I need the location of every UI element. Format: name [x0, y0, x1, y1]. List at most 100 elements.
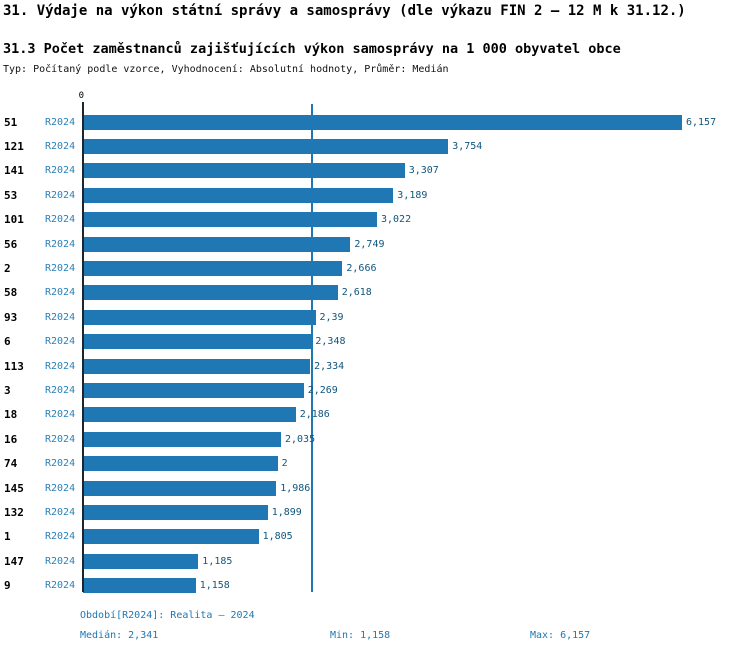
bar — [83, 431, 281, 447]
median-line — [310, 104, 313, 592]
series-label: R2024 — [45, 116, 76, 128]
bar — [83, 163, 405, 179]
chart-row: 51 R2024 6,157 — [0, 110, 750, 134]
bar — [83, 382, 304, 398]
chart-row: 3 R2024 2,269 — [0, 378, 750, 402]
chart-row: 1 R2024 1,805 — [0, 525, 750, 549]
series-label: R2024 — [45, 482, 76, 494]
footer-max: Max: 6,157 — [530, 630, 591, 641]
category-label: 51 — [4, 115, 18, 129]
value-label: 2 — [281, 458, 288, 470]
chart-meta: Typ: Počítaný podle vzorce, Vyhodnocení:… — [3, 64, 449, 75]
value-label: 2,186 — [299, 409, 330, 421]
value-label: 2,618 — [341, 287, 372, 299]
value-label: 1,158 — [199, 580, 230, 592]
bar-chart-rows: 51 R2024 6,157 121 R2024 3,754 141 R2024 3,307 53… — [0, 110, 750, 598]
bar — [83, 139, 449, 155]
bar — [83, 285, 338, 301]
chart-row: 141 R2024 3,307 — [0, 159, 750, 183]
value-label: 2,269 — [307, 384, 338, 396]
value-label: 6,157 — [686, 116, 717, 128]
bar — [83, 114, 682, 130]
series-label: R2024 — [45, 238, 76, 250]
bar — [83, 456, 278, 472]
x-axis-zero-label: 0 — [78, 91, 84, 101]
category-label: 93 — [4, 310, 18, 324]
value-label: 2,39 — [319, 311, 344, 323]
bar — [83, 212, 377, 228]
category-label: 53 — [4, 188, 18, 202]
series-label: R2024 — [45, 287, 76, 299]
category-label: 3 — [4, 383, 11, 397]
chart-row: 6 R2024 2,348 — [0, 330, 750, 354]
category-label: 113 — [4, 359, 24, 373]
chart-row: 2 R2024 2,666 — [0, 256, 750, 280]
value-label: 3,754 — [452, 141, 483, 153]
series-label: R2024 — [45, 433, 76, 445]
series-label: R2024 — [45, 336, 76, 348]
series-label: R2024 — [45, 189, 76, 201]
bar — [83, 407, 296, 423]
chart-row: 74 R2024 2 — [0, 451, 750, 475]
value-label: 1,805 — [262, 531, 293, 543]
value-label: 3,189 — [397, 189, 428, 201]
series-label: R2024 — [45, 506, 76, 518]
category-label: 56 — [4, 237, 18, 251]
category-label: 18 — [4, 408, 18, 422]
value-label: 2,749 — [354, 238, 385, 250]
series-label: R2024 — [45, 531, 76, 543]
category-label: 16 — [4, 432, 18, 446]
value-label: 1,185 — [202, 555, 233, 567]
chart-row: 16 R2024 2,035 — [0, 427, 750, 451]
series-label: R2024 — [45, 580, 76, 592]
chart-row: 9 R2024 1,158 — [0, 573, 750, 597]
chart-row: 53 R2024 3,189 — [0, 183, 750, 207]
chart-row: 147 R2024 1,185 — [0, 549, 750, 573]
page-title: 31. Výdaje na výkon státní správy a samo… — [3, 3, 686, 19]
chart-row: 101 R2024 3,022 — [0, 208, 750, 232]
series-label: R2024 — [45, 214, 76, 226]
y-axis-line — [82, 102, 84, 592]
category-label: 58 — [4, 286, 18, 300]
category-label: 145 — [4, 481, 24, 495]
category-label: 2 — [4, 262, 11, 276]
chart-subtitle: 31.3 Počet zaměstnanců zajišťujících výk… — [3, 41, 621, 57]
value-label: 2,348 — [315, 336, 346, 348]
footer-median: Medián: 2,341 — [80, 630, 159, 641]
category-label: 147 — [4, 554, 24, 568]
bar — [83, 504, 268, 520]
category-label: 132 — [4, 505, 24, 519]
series-label: R2024 — [45, 555, 76, 567]
bar — [83, 553, 199, 569]
series-label: R2024 — [45, 384, 76, 396]
chart-row: 132 R2024 1,899 — [0, 500, 750, 524]
value-label: 3,022 — [381, 214, 412, 226]
bar — [83, 187, 394, 203]
series-label: R2024 — [45, 165, 76, 177]
value-label: 2,666 — [346, 263, 377, 275]
series-label: R2024 — [45, 458, 76, 470]
bar — [83, 236, 351, 252]
value-label: 2,334 — [314, 360, 345, 372]
value-label: 1,899 — [271, 506, 302, 518]
bar — [83, 358, 311, 374]
series-label: R2024 — [45, 311, 76, 323]
series-label: R2024 — [45, 409, 76, 421]
chart-row: 145 R2024 1,986 — [0, 476, 750, 500]
bar — [83, 261, 343, 277]
bar — [83, 334, 312, 350]
bar — [83, 529, 259, 545]
value-label: 2,035 — [285, 433, 316, 445]
footer-period: Období[R2024]: Realita – 2024 — [80, 610, 255, 621]
category-label: 121 — [4, 140, 24, 154]
chart-row: 113 R2024 2,334 — [0, 354, 750, 378]
value-label: 1,986 — [280, 482, 311, 494]
category-label: 141 — [4, 164, 24, 178]
chart-row: 58 R2024 2,618 — [0, 281, 750, 305]
series-label: R2024 — [45, 263, 76, 275]
series-label: R2024 — [45, 141, 76, 153]
series-label: R2024 — [45, 360, 76, 372]
chart-row: 18 R2024 2,186 — [0, 403, 750, 427]
